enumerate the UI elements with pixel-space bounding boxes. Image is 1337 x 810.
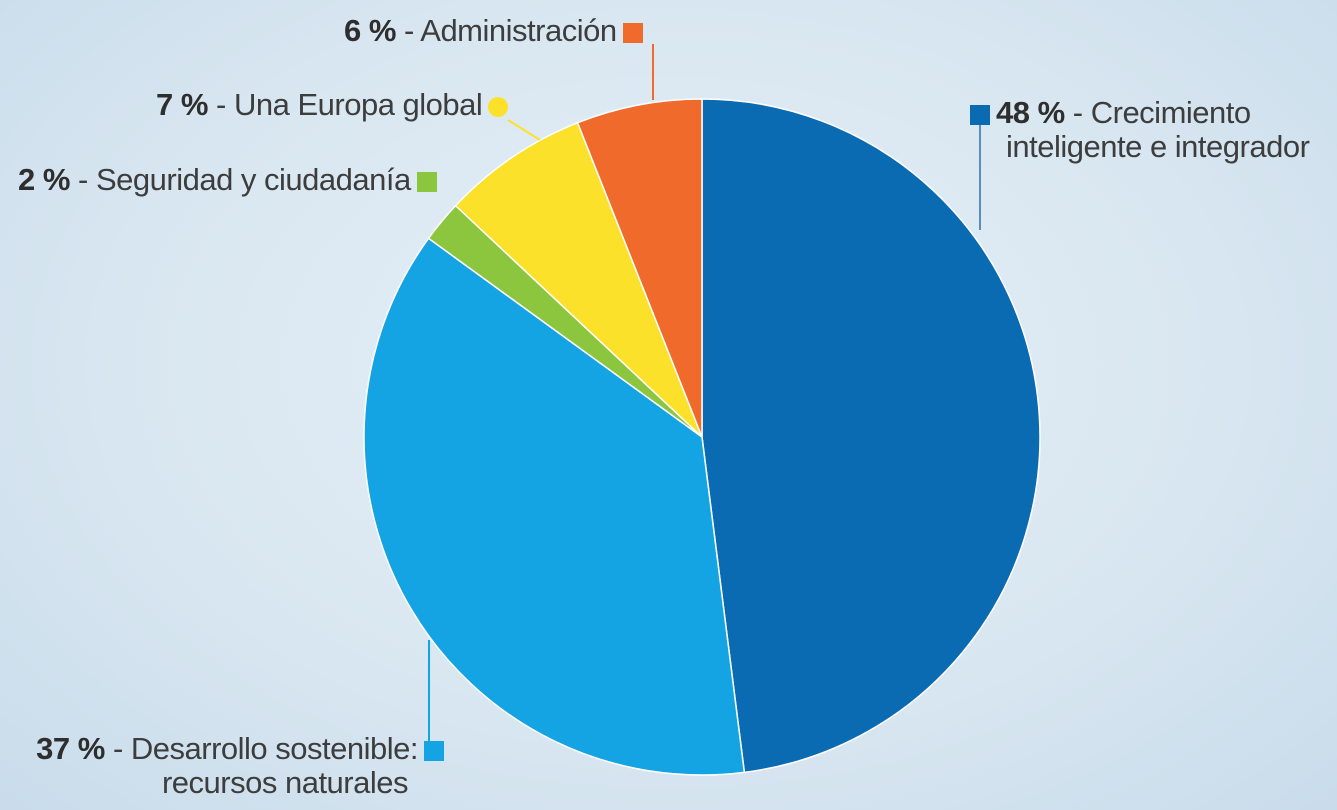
leader-lines (428, 44, 981, 742)
pct-administracion: 6 % (344, 13, 396, 48)
swatch-europa-global (488, 97, 509, 117)
label-crecimiento: 48 % - Crecimiento inteligente e integra… (970, 95, 1310, 164)
pct-seguridad: 2 % (18, 162, 70, 197)
pie-slice-0 (701, 98, 1041, 774)
label-europa-global: 7 % - Una Europa global (156, 88, 514, 122)
text-seguridad: Seguridad y ciudadanía (95, 162, 411, 197)
text-administracion: Administración (420, 13, 617, 48)
swatch-seguridad (416, 172, 437, 192)
text-crecimiento-1: Crecimiento (1090, 95, 1251, 130)
swatch-desarrollo (424, 741, 444, 761)
pie-slice-4 (576, 98, 703, 438)
text-desarrollo-2: recursos naturales (161, 765, 409, 800)
label-seguridad: 2 % - Seguridad y ciudadanía (18, 163, 443, 197)
pct-desarrollo: 37 % (36, 731, 105, 766)
label-administracion: 6 % - Administración (344, 14, 649, 48)
pct-crecimiento: 48 % (996, 95, 1065, 130)
pie-slice-3 (454, 121, 703, 438)
text-crecimiento-2: inteligente e integrador (1006, 129, 1310, 164)
text-desarrollo-1: Desarrollo sostenible: (130, 731, 419, 766)
pct-europa-global: 7 % (156, 87, 208, 122)
pie-slices (363, 98, 1041, 776)
swatch-crecimiento (970, 105, 990, 125)
leader-europa-global (507, 119, 541, 141)
label-desarrollo: 37 % - Desarrollo sostenible: recursos n… (36, 732, 444, 800)
swatch-administracion (622, 23, 643, 43)
text-europa-global: Una Europa global (233, 87, 483, 122)
pie-slice-1 (363, 237, 746, 776)
